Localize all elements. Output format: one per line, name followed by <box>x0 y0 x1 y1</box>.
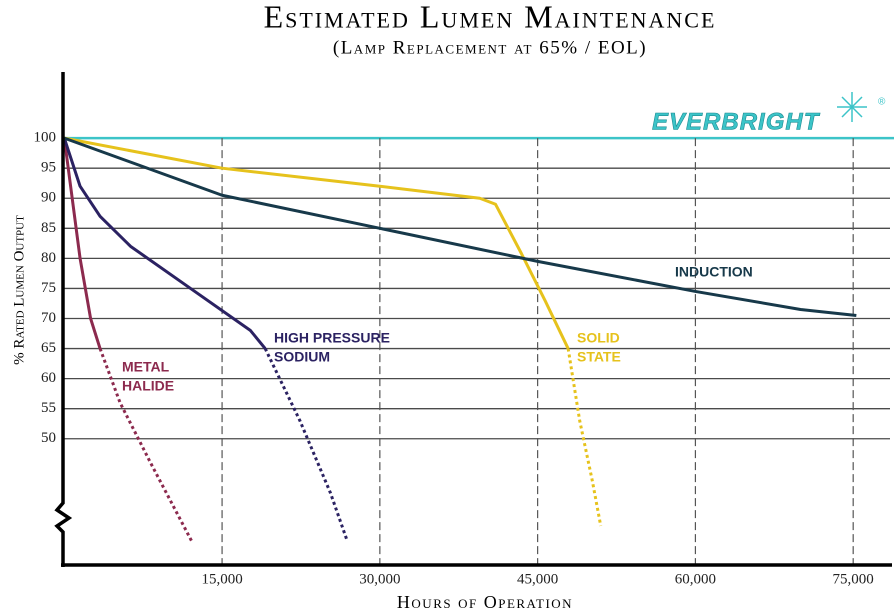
series-label: HALIDE <box>122 378 174 394</box>
series-label: METAL <box>122 359 170 375</box>
y-tick-label: 50 <box>41 430 56 446</box>
series-label: INDUCTION <box>675 264 753 280</box>
brand-mark: ® <box>878 97 886 108</box>
chart-subtitle: (Lamp Replacement at 65% / EOL) <box>333 37 647 58</box>
line-dotted <box>566 348 603 527</box>
y-tick-label: 55 <box>41 400 56 416</box>
y-tick-label: 70 <box>41 310 56 326</box>
plot-area: 50 55 60 65 70 75 80 85 90 95 100 15,000 30,000 45,00… <box>34 130 894 587</box>
chart-title: Estimated Lumen Maintenance <box>264 0 717 34</box>
line-solid <box>64 136 570 350</box>
x-tick-label: 75,000 <box>833 571 874 587</box>
x-tick-label: 45,000 <box>517 571 558 587</box>
y-tick-label: 90 <box>41 190 56 206</box>
y-tick-label: 65 <box>41 340 56 356</box>
line-dotted <box>98 348 193 542</box>
x-tick-label: 30,000 <box>359 571 400 587</box>
x-tick-label: 60,000 <box>675 571 716 587</box>
y-tick-label: 75 <box>41 280 56 296</box>
y-axis-label: % Rated Lumen Output <box>11 215 27 365</box>
brand-logo: EVERBRIGHT <box>652 108 821 135</box>
brand-star <box>837 92 867 122</box>
series-label: SOLID <box>577 330 620 346</box>
x-axis-label: Hours of Operation <box>397 592 573 612</box>
line-solid <box>62 137 267 350</box>
series-label: HIGH PRESSURE <box>274 330 390 346</box>
line-dotted <box>263 347 349 542</box>
y-tick-label: 80 <box>41 250 56 266</box>
y-tick-label: 100 <box>34 130 57 146</box>
series-label: STATE <box>577 349 621 365</box>
y-tick-label: 60 <box>41 370 56 386</box>
series-label: SODIUM <box>274 349 330 365</box>
axes <box>54 72 892 567</box>
y-tick-label: 85 <box>41 220 56 236</box>
y-tick-label: 95 <box>41 160 56 176</box>
x-tick-label: 15,000 <box>201 571 242 587</box>
line-solid <box>63 136 857 317</box>
line-solid <box>62 137 102 350</box>
